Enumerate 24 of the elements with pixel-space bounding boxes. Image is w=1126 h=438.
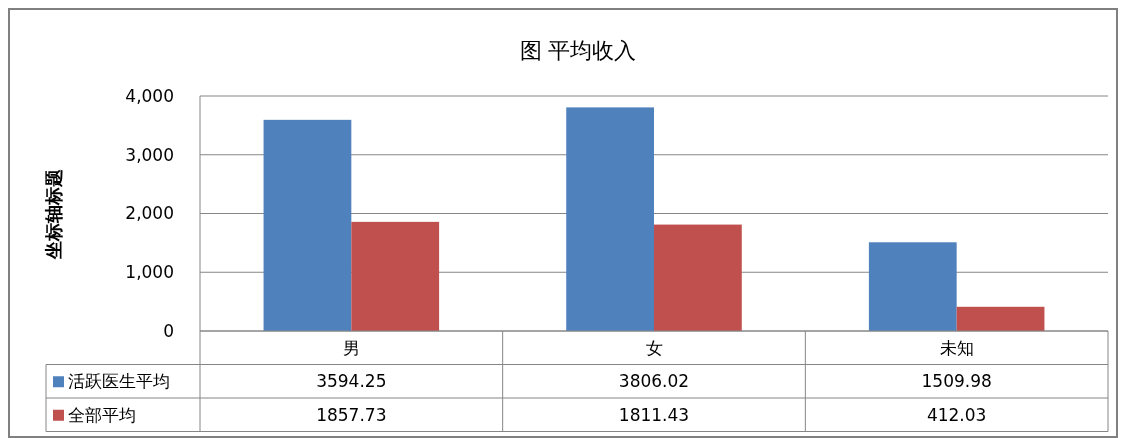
y-tick-label: 2,000 xyxy=(125,203,174,224)
x-tick-label: 未知 xyxy=(939,337,974,358)
bar xyxy=(566,107,654,331)
y-tick-label: 1,000 xyxy=(125,262,174,283)
y-tick-label: 3,000 xyxy=(125,144,174,165)
y-axis-title: 坐标轴标题 xyxy=(43,168,64,260)
data-label: 1857.73 xyxy=(316,404,387,425)
bar xyxy=(868,242,957,331)
data-label: 3806.02 xyxy=(618,371,690,392)
legend-label: 活跃医生平均 xyxy=(68,371,170,392)
legend-label: 全部平均 xyxy=(68,404,136,425)
x-tick-label: 男 xyxy=(342,337,360,358)
bar xyxy=(263,119,352,331)
data-label: 412.03 xyxy=(926,404,987,425)
data-label: 3594.25 xyxy=(316,371,387,392)
data-label: 1811.43 xyxy=(618,404,690,425)
y-tick-label: 0 xyxy=(163,320,174,341)
x-tick-label: 女 xyxy=(645,337,663,358)
bar xyxy=(351,221,440,331)
data-label: 1509.98 xyxy=(921,371,992,392)
y-tick-label: 4,000 xyxy=(125,85,174,106)
bar xyxy=(956,306,1045,331)
bar xyxy=(654,224,742,331)
chart-title: 图 平均收入 xyxy=(519,38,637,63)
